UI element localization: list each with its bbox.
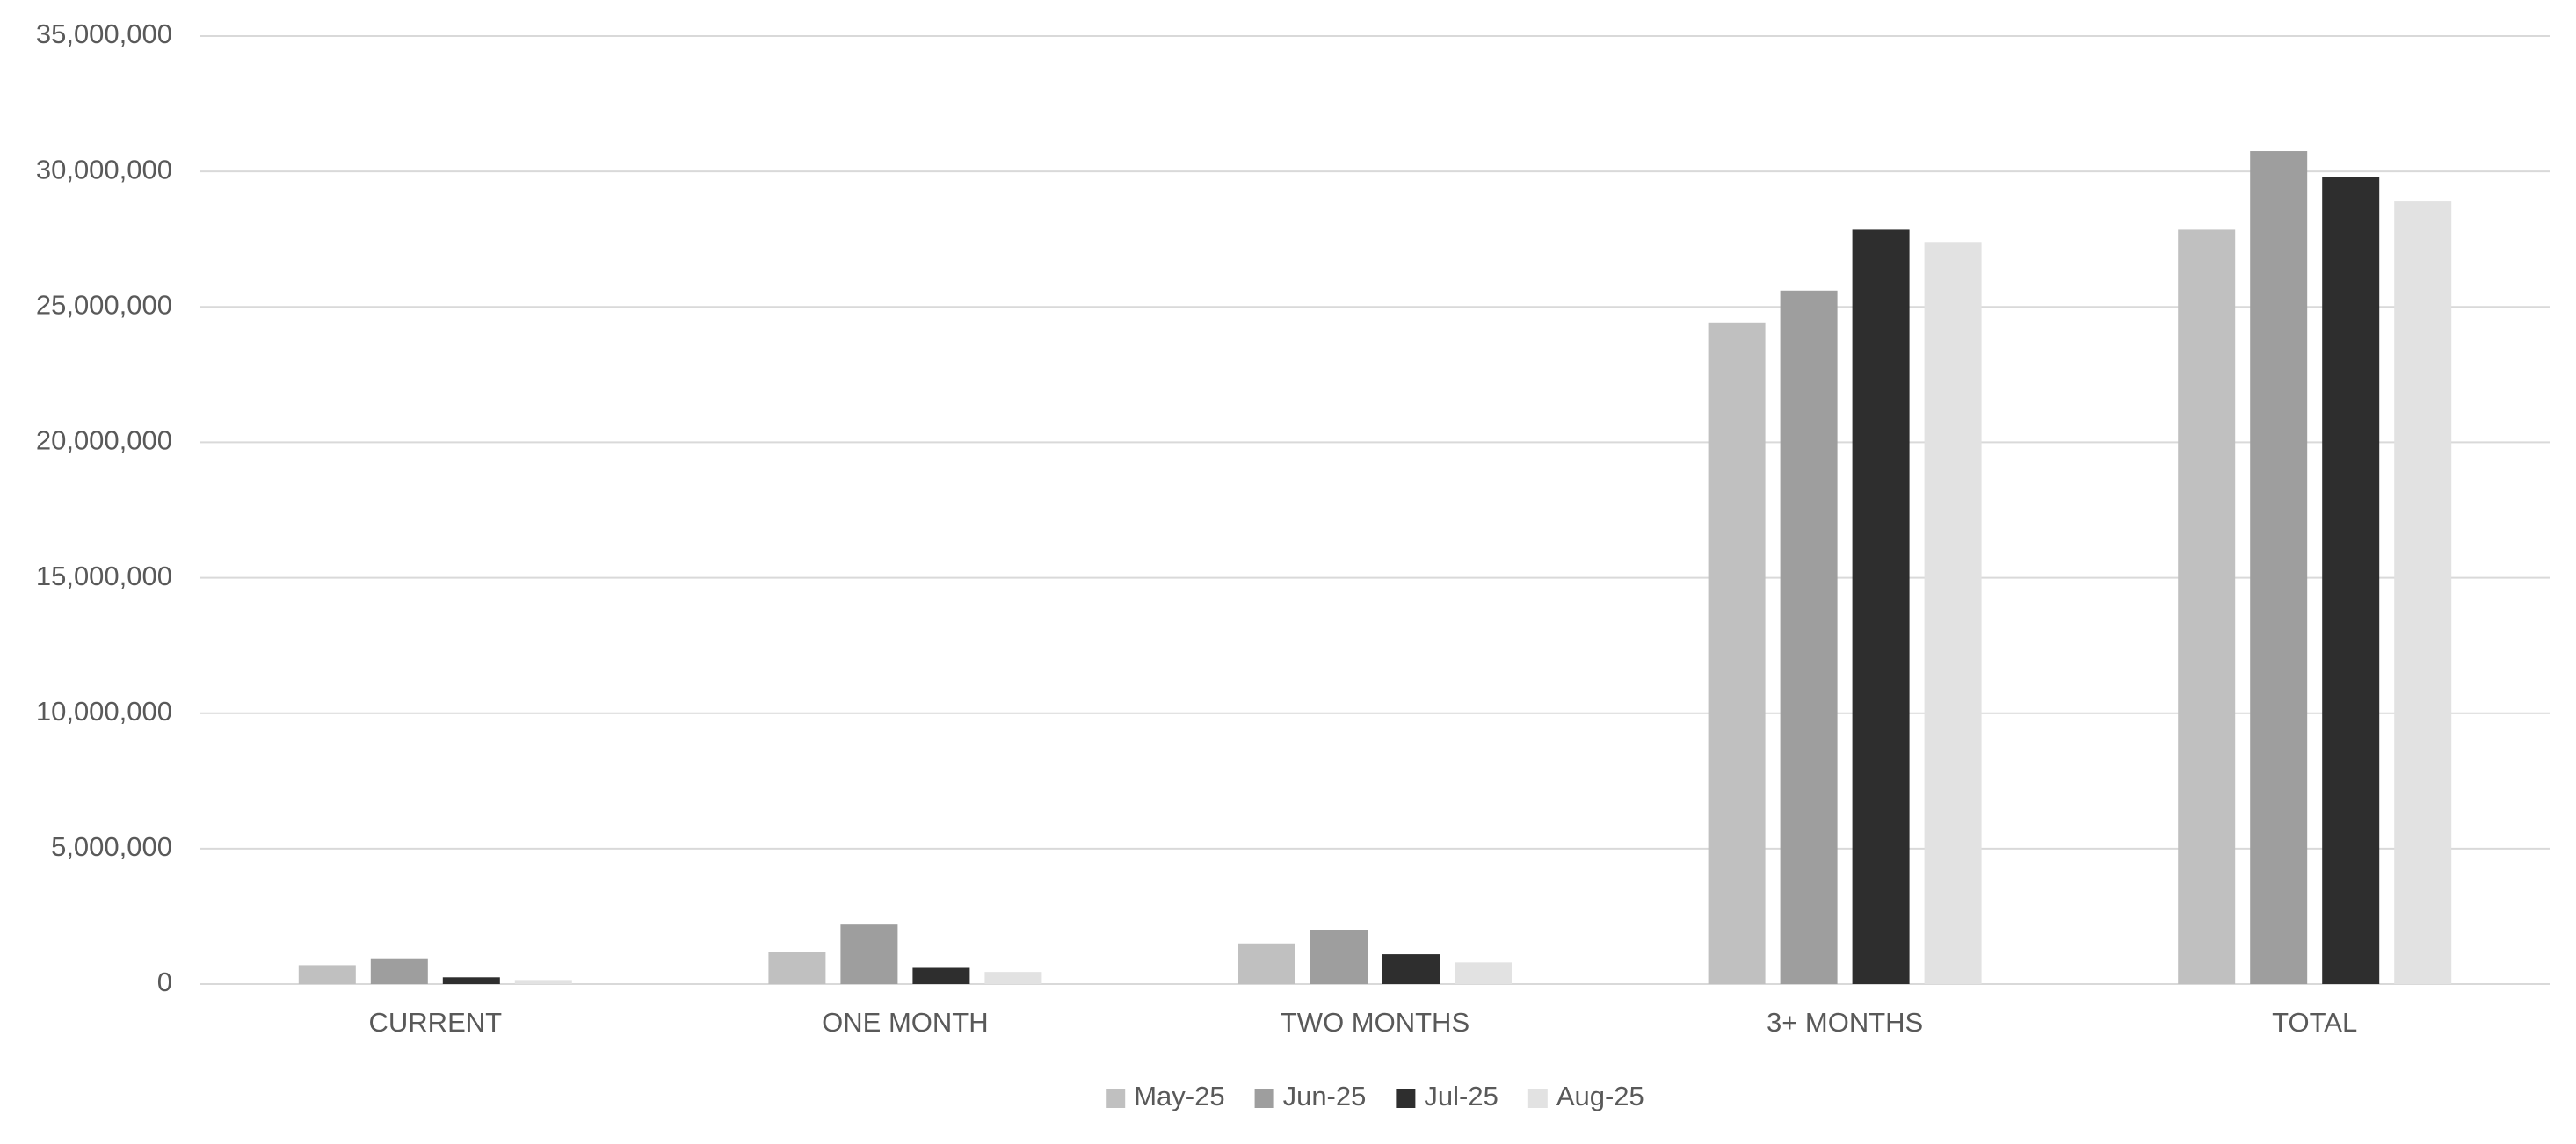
bar [1924, 242, 1982, 985]
legend-label: May-25 [1134, 1081, 1224, 1111]
bar [442, 977, 500, 984]
y-tick-label: 20,000,000 [36, 425, 172, 456]
bar [1455, 962, 1512, 984]
y-tick-label: 10,000,000 [36, 696, 172, 727]
y-tick-label: 5,000,000 [51, 831, 172, 862]
legend-label: Jun-25 [1283, 1081, 1367, 1111]
bar [2178, 229, 2236, 984]
x-tick-label: TWO MONTHS [1281, 1007, 1469, 1038]
bar [370, 958, 428, 984]
y-tick-label: 35,000,000 [36, 18, 172, 49]
bar [912, 967, 970, 984]
y-tick-label: 15,000,000 [36, 561, 172, 591]
bar [1852, 229, 1910, 984]
x-tick-label: ONE MONTH [822, 1007, 988, 1038]
bar [1780, 290, 1838, 984]
bar [2250, 151, 2308, 984]
y-tick-label: 25,000,000 [36, 289, 172, 320]
legend-swatch [1106, 1089, 1126, 1108]
legend-label: Jul-25 [1424, 1081, 1498, 1111]
bar [1708, 322, 1766, 985]
bar [298, 965, 356, 984]
bar [2322, 177, 2380, 984]
bar [1382, 954, 1440, 984]
y-tick-label: 0 [157, 967, 172, 997]
bar [514, 980, 572, 984]
bar [768, 952, 826, 984]
x-tick-label: CURRENT [369, 1007, 503, 1038]
bar [2394, 201, 2452, 984]
legend-swatch [1396, 1089, 1416, 1108]
y-tick-label: 30,000,000 [36, 154, 172, 185]
x-tick-label: 3+ MONTHS [1767, 1007, 1923, 1038]
bar [1310, 930, 1368, 984]
bar [984, 972, 1042, 984]
x-tick-label: TOTAL [2272, 1007, 2357, 1038]
legend-swatch [1527, 1089, 1548, 1108]
bar [1238, 943, 1295, 984]
legend-label: Aug-25 [1556, 1081, 1644, 1111]
bar [840, 924, 898, 984]
legend-swatch [1254, 1089, 1274, 1108]
